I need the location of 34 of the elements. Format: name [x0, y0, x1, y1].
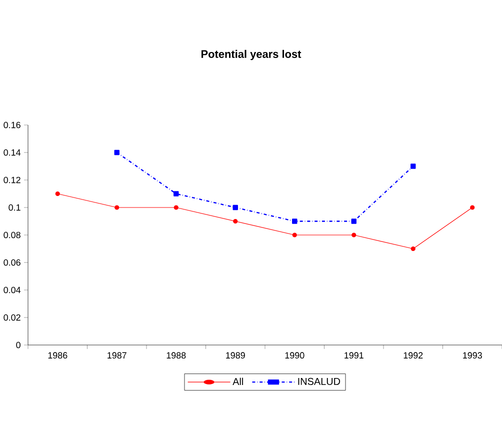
point	[410, 164, 416, 169]
legend-label: INSALUD	[298, 378, 340, 385]
point	[55, 191, 60, 196]
point	[292, 218, 298, 224]
chart-title: Potential years lost	[201, 50, 302, 60]
x-tick-label: 1990	[285, 352, 304, 359]
y-tick-label: 0.04	[4, 286, 21, 294]
y-tick-label: 0.16	[4, 122, 20, 128]
y-tick-label: 0.08	[4, 232, 20, 238]
point	[114, 205, 120, 210]
x-tick-label: 1987	[108, 352, 126, 359]
point	[351, 218, 356, 224]
legend-label: All	[232, 378, 243, 386]
y-tick-label: 0.12	[4, 176, 20, 184]
point	[174, 191, 179, 196]
point	[233, 218, 238, 224]
y-tick-label: 0.1	[8, 204, 20, 211]
point	[232, 204, 238, 210]
point	[174, 205, 178, 210]
x-tick-label: 1989	[226, 352, 245, 359]
x-tick-label: 1992	[404, 352, 423, 359]
point	[470, 205, 475, 210]
point	[292, 232, 297, 238]
y-tick-label: 0.06	[4, 259, 20, 266]
x-tick-label: 1986	[48, 352, 68, 359]
point	[410, 246, 416, 252]
x-tick-label: 1991	[344, 352, 364, 359]
point	[114, 150, 120, 156]
y-tick-label: 0	[16, 342, 20, 348]
x-tick-label: 1993	[463, 352, 482, 359]
point	[352, 232, 356, 238]
x-tick-label: 1988	[166, 352, 186, 359]
y-tick-label: 0.14	[4, 149, 21, 156]
y-tick-label: 0.02	[4, 314, 20, 321]
